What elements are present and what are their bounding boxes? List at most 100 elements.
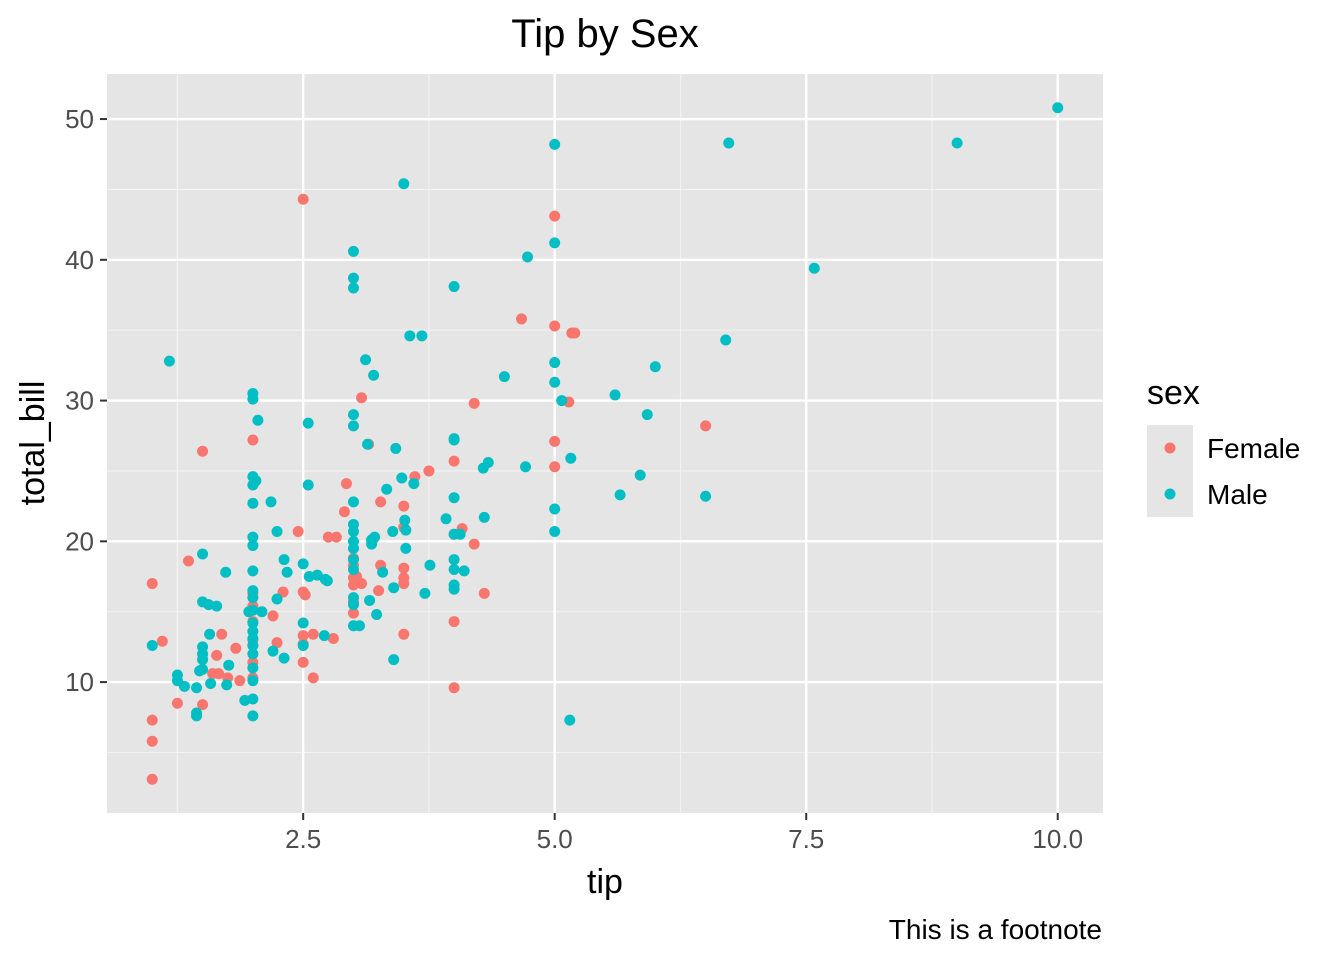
data-point	[267, 610, 279, 622]
data-point	[347, 282, 359, 294]
data-point	[297, 630, 309, 642]
data-point	[454, 528, 466, 540]
data-point	[549, 237, 561, 249]
data-point	[448, 434, 460, 446]
data-point	[247, 604, 259, 616]
data-point	[556, 395, 568, 407]
x-tick-label: 5.0	[537, 824, 573, 854]
data-point	[609, 389, 621, 401]
data-point	[247, 693, 259, 705]
data-point	[347, 409, 359, 421]
data-point	[247, 639, 259, 651]
data-point	[327, 632, 339, 644]
data-point	[381, 483, 393, 495]
data-point	[234, 675, 246, 687]
data-point	[347, 525, 359, 537]
data-point	[448, 616, 460, 628]
chart-title: Tip by Sex	[511, 12, 698, 56]
plot-panel	[107, 74, 1103, 813]
data-point	[520, 461, 532, 473]
data-point	[423, 465, 435, 477]
data-point	[808, 262, 820, 274]
data-point	[720, 334, 732, 346]
data-point	[247, 393, 259, 405]
data-point	[220, 566, 232, 578]
legend-title: sex	[1147, 374, 1200, 412]
axis-ticks	[100, 118, 1059, 820]
data-point	[515, 313, 527, 325]
data-point	[302, 417, 314, 429]
data-point	[205, 677, 217, 689]
data-point	[356, 392, 368, 404]
data-point	[564, 714, 576, 726]
data-point	[951, 137, 963, 149]
data-point	[399, 514, 411, 526]
data-point	[247, 497, 259, 509]
y-tick-label: 20	[65, 526, 94, 556]
data-point	[347, 599, 359, 611]
data-point	[398, 628, 410, 640]
data-point	[549, 461, 561, 473]
data-point	[307, 672, 319, 684]
data-point	[211, 649, 223, 661]
data-point	[271, 525, 283, 537]
data-point	[387, 525, 399, 537]
data-point	[468, 397, 480, 409]
data-point	[338, 506, 350, 518]
data-point	[211, 600, 223, 612]
y-axis-tick-labels: 10 20 30 40 50	[65, 104, 94, 697]
legend-key-male	[1164, 488, 1176, 500]
data-point	[213, 668, 225, 680]
data-point	[347, 542, 359, 554]
data-point	[700, 490, 712, 502]
data-point	[247, 434, 259, 446]
data-point	[191, 682, 203, 694]
data-point	[404, 330, 416, 342]
data-point	[354, 620, 366, 632]
x-axis-tick-labels: 2.5 5.0 7.5 10.0	[285, 824, 1083, 854]
data-point	[549, 138, 561, 150]
data-point	[216, 628, 228, 640]
data-point	[247, 540, 259, 552]
data-point	[297, 639, 309, 651]
data-point	[1052, 102, 1064, 114]
x-axis-label: tip	[587, 863, 623, 901]
data-point	[250, 475, 262, 487]
data-point	[398, 500, 410, 512]
data-point	[340, 478, 352, 490]
data-point	[448, 281, 460, 293]
data-point	[396, 472, 408, 484]
data-point	[398, 178, 410, 190]
data-point	[197, 699, 209, 711]
data-point	[197, 663, 209, 675]
data-point	[641, 409, 653, 421]
data-point	[549, 210, 561, 222]
data-point	[292, 525, 304, 537]
legend-label-female: Female	[1207, 433, 1300, 464]
legend-key-female	[1164, 442, 1176, 454]
data-point	[247, 675, 259, 687]
data-point	[424, 559, 436, 571]
data-point	[347, 420, 359, 432]
data-point	[373, 585, 385, 597]
legend-label-male: Male	[1207, 479, 1268, 510]
data-point	[297, 617, 309, 629]
data-point	[178, 680, 190, 692]
data-point	[408, 478, 420, 490]
data-point	[247, 662, 259, 674]
data-point	[221, 679, 233, 691]
data-point	[247, 565, 259, 577]
data-point	[281, 566, 293, 578]
data-point	[478, 587, 490, 599]
data-point	[204, 628, 216, 640]
data-point	[271, 637, 283, 649]
data-point	[247, 648, 259, 660]
data-point	[347, 272, 359, 284]
data-point	[322, 531, 334, 543]
legend-entries: Female Male	[1147, 425, 1300, 517]
data-point	[375, 496, 387, 508]
data-point	[368, 369, 380, 381]
data-point	[549, 320, 561, 332]
data-point	[482, 457, 494, 469]
